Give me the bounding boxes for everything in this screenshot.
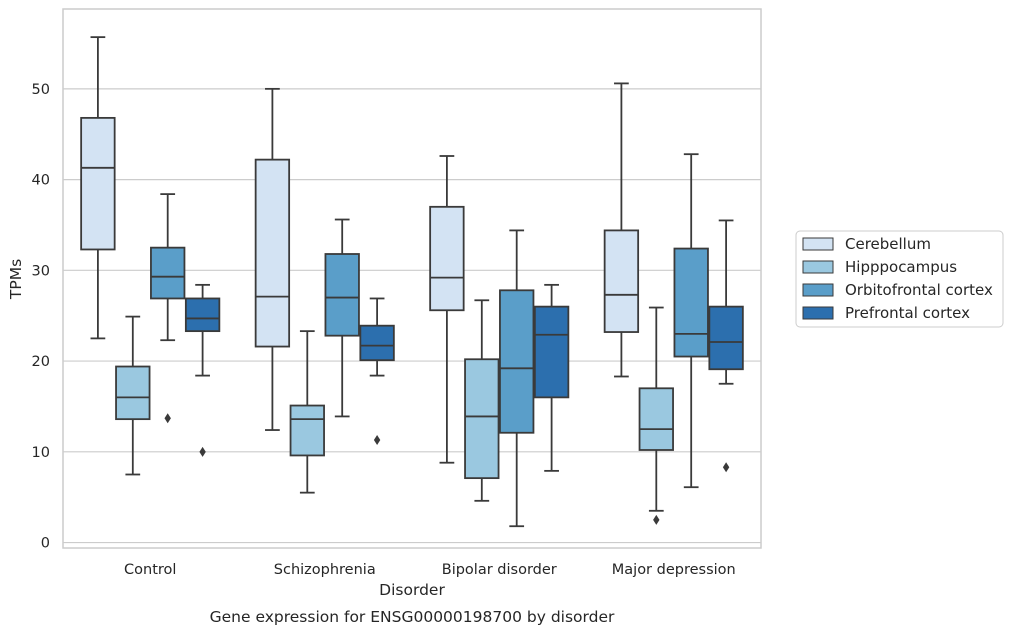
box-iqr [184,297,221,333]
x-axis-label: Disorder [379,581,445,599]
box-2-3 [533,283,570,472]
outlier-point [164,413,171,424]
y-tick-label: 40 [32,173,50,189]
y-tick-label: 10 [32,445,50,461]
box-1-0 [254,87,291,431]
box-1-2 [324,218,360,418]
outlier-point [653,514,660,525]
box-0-2 [150,193,186,424]
box-3-1 [638,306,674,525]
legend: Cerebellum Hipppocampus Orbitofrontal cort… [795,230,1004,328]
box-iqr [499,289,535,434]
box-iqr [464,358,500,480]
y-tick-label: 20 [32,354,50,370]
box-iqr [429,205,465,312]
legend-swatch [802,260,834,274]
y-tick-label: 0 [41,536,50,552]
box-iqr [708,305,744,371]
legend-label: Prefrontal cortex [845,304,970,322]
box-2-0 [429,155,465,464]
box-3-0 [603,82,640,378]
outlier-point [199,446,206,457]
x-tick-labels: Control Schizophrenia Bipolar disorder Majo… [124,562,736,578]
box-groups [80,36,744,528]
box-iqr [638,387,674,451]
outlier-point [722,462,730,473]
legend-label: Orbitofrontal cortex [845,281,993,299]
y-axis-label: TPMs [7,259,25,300]
x-tick-label: Schizophrenia [274,562,376,578]
box-1-1 [289,330,325,494]
legend-label: Hipppocampus [845,258,957,276]
legend-frame [795,230,1004,328]
x-tick-label: Control [124,562,176,578]
x-tick-label: Bipolar disorder [442,562,557,578]
box-iqr [324,253,360,337]
legend-label: Cerebellum [845,235,931,253]
y-tick-labels: 0 10 20 30 40 50 [32,82,50,552]
box-3-2 [673,153,709,489]
box-2-2 [499,229,535,528]
chart-title: Gene expression for ENSG00000198700 by d… [210,608,615,626]
y-tick-label: 50 [32,82,50,98]
box-iqr [533,305,570,399]
y-tick-label: 30 [32,263,50,279]
plot-frame [62,8,762,549]
box-3-3 [708,219,744,473]
box-iqr [673,247,709,358]
box-1-3 [359,297,395,446]
legend-swatch [802,283,834,297]
outlier-point [373,435,381,446]
box-iqr [150,246,186,300]
box-0-0 [80,36,116,340]
box-iqr [254,158,291,348]
legend-swatch [802,237,834,251]
box-iqr [289,404,325,457]
x-tick-label: Major depression [612,562,736,578]
box-iqr [80,116,116,251]
box-iqr [115,365,151,421]
box-iqr [603,229,640,333]
box-2-1 [464,299,500,502]
box-0-1 [115,315,151,476]
box-0-3 [184,283,221,457]
legend-swatch [802,306,834,320]
box-iqr [359,324,395,362]
